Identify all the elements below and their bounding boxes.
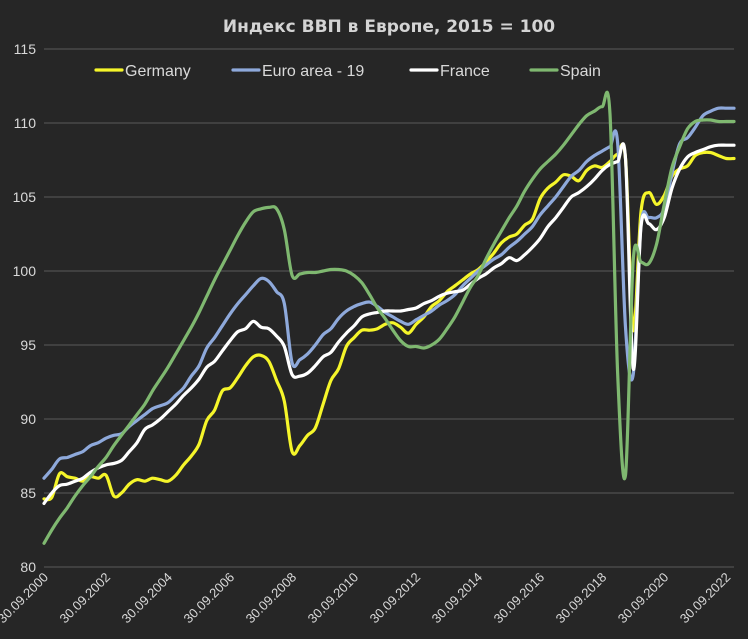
x-tick-label: 30.09.2002 [57, 570, 114, 627]
x-tick-label: 30.09.2018 [553, 570, 610, 627]
legend-label-france: France [440, 63, 490, 80]
x-tick-label: 30.09.2000 [0, 570, 51, 627]
x-tick-label: 30.09.2012 [367, 570, 424, 627]
chart-title: Индекс ВВП в Европе, 2015 = 100 [223, 17, 555, 37]
x-tick-label: 30.09.2008 [243, 570, 300, 627]
legend-label-spain: Spain [560, 63, 601, 80]
x-tick-label: 30.09.2014 [429, 570, 486, 627]
x-tick-label: 30.09.2010 [305, 570, 362, 627]
legend-label-euro-area-19: Euro area - 19 [262, 63, 364, 80]
y-tick-label: 90 [20, 411, 36, 427]
y-tick-label: 105 [13, 189, 37, 205]
y-tick-label: 85 [20, 485, 36, 501]
y-tick-label: 95 [20, 337, 36, 353]
y-axis-ticks: 80 85 90 95 100 105 110 115 [13, 41, 37, 575]
x-tick-label: 30.09.2016 [491, 570, 548, 627]
y-tick-label: 80 [20, 559, 36, 575]
y-tick-label: 100 [13, 263, 37, 279]
series-line-spain [42, 90, 736, 545]
legend: Germany Euro area - 19 France Spain [94, 63, 601, 80]
y-tick-label: 110 [14, 115, 37, 131]
legend-label-germany: Germany [125, 63, 191, 80]
series-lines [42, 90, 736, 545]
y-tick-label: 115 [14, 41, 37, 57]
x-axis-ticks: 30.09.2000 30.09.2002 30.09.2004 30.09.2006… [0, 570, 733, 627]
x-tick-label: 30.09.2022 [677, 570, 734, 627]
x-tick-label: 30.09.2004 [119, 570, 176, 627]
series-line-euro-area-19 [42, 106, 736, 480]
x-tick-label: 30.09.2020 [615, 570, 672, 627]
series-line-france [42, 142, 736, 505]
x-tick-label: 30.09.2006 [181, 570, 238, 627]
